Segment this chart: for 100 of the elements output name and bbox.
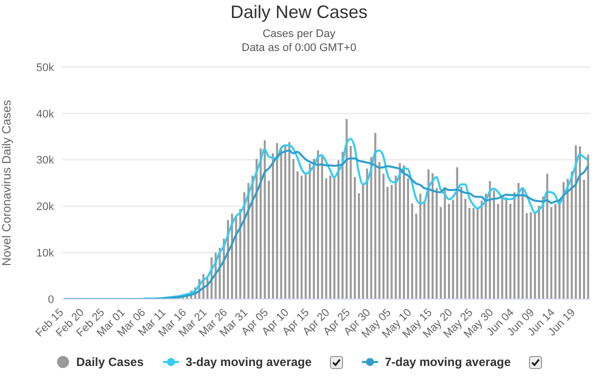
bar	[300, 176, 303, 299]
bar	[312, 158, 315, 299]
bar	[337, 160, 340, 299]
bar	[554, 204, 556, 299]
legend-label: Daily Cases	[76, 355, 144, 369]
bar	[530, 212, 532, 299]
bar	[394, 176, 397, 299]
bar	[333, 178, 336, 299]
bar	[501, 196, 504, 299]
bar	[358, 193, 360, 299]
bar	[542, 196, 544, 299]
bar	[370, 157, 372, 299]
bar	[321, 156, 324, 299]
bar	[288, 142, 290, 299]
y-tick-label: 30k	[36, 154, 54, 167]
legend-label: 3-day moving average	[186, 355, 312, 369]
bar	[243, 192, 246, 299]
bar	[484, 194, 487, 299]
bar	[488, 181, 491, 299]
bar	[390, 184, 393, 299]
y-tick-label: 20k	[36, 201, 54, 214]
bar	[534, 212, 536, 299]
bar	[440, 207, 442, 299]
y-tick-label: 0	[48, 294, 54, 306]
bar	[292, 158, 294, 299]
bar	[296, 171, 299, 299]
bar	[550, 207, 552, 299]
bar	[268, 180, 270, 299]
bar	[407, 178, 410, 299]
bar	[472, 208, 475, 299]
bar	[247, 183, 250, 299]
bar	[432, 173, 434, 299]
bar	[513, 192, 516, 299]
bar	[492, 190, 495, 299]
bar	[308, 164, 311, 299]
bar	[444, 187, 446, 299]
bar	[574, 145, 577, 299]
bar	[386, 186, 389, 299]
bar	[522, 189, 524, 299]
y-tick-label: 10k	[36, 248, 54, 260]
bar	[362, 183, 364, 299]
bar	[526, 213, 528, 299]
bar	[570, 171, 573, 299]
bar	[509, 204, 512, 299]
bar	[415, 214, 418, 299]
bar	[480, 200, 483, 299]
bar	[476, 208, 479, 299]
bar	[284, 145, 286, 299]
legend-label: 7-day moving average	[384, 355, 511, 369]
bar	[464, 198, 466, 299]
bar	[382, 174, 384, 299]
bar	[505, 197, 508, 299]
bar	[566, 178, 569, 299]
bar	[256, 158, 258, 299]
bar	[468, 208, 470, 299]
bar	[342, 152, 344, 299]
bar	[518, 183, 520, 299]
bar	[558, 200, 560, 299]
bar	[538, 206, 540, 299]
bar	[304, 174, 307, 299]
bar	[350, 146, 352, 299]
bar	[583, 180, 586, 299]
bar	[448, 204, 450, 299]
bar	[436, 188, 438, 299]
bar	[239, 208, 242, 299]
bar	[260, 148, 262, 299]
bar	[264, 140, 266, 299]
bar	[280, 148, 282, 299]
bar	[378, 162, 380, 299]
bar	[546, 174, 548, 299]
bar	[272, 153, 274, 299]
bar	[346, 118, 348, 299]
bar	[325, 178, 328, 299]
bar	[252, 176, 254, 299]
y-axis-title: Novel Coronavirus Daily Cases	[0, 100, 14, 266]
bar	[402, 165, 405, 299]
bar	[578, 146, 581, 299]
bar	[452, 200, 454, 299]
bar	[354, 176, 356, 299]
bar	[398, 163, 401, 299]
bar	[235, 215, 238, 299]
bar	[456, 167, 458, 299]
y-tick-label: 40k	[36, 108, 54, 120]
bar	[316, 150, 319, 299]
bar	[423, 200, 426, 299]
chart-subtitle: Cases per Day Data as of 0:00 GMT+0	[240, 28, 358, 54]
bar	[587, 154, 590, 299]
bar	[329, 176, 332, 299]
line-series	[63, 150, 589, 299]
bar	[428, 170, 430, 299]
bar	[366, 168, 368, 299]
chart-title: Daily New Cases	[229, 2, 369, 23]
bar	[460, 186, 462, 299]
bar	[374, 132, 376, 299]
bar	[497, 204, 500, 299]
bar	[276, 143, 278, 299]
y-tick-label: 50k	[36, 62, 54, 74]
bar	[562, 182, 565, 299]
bar	[411, 203, 414, 299]
bar	[419, 194, 422, 299]
